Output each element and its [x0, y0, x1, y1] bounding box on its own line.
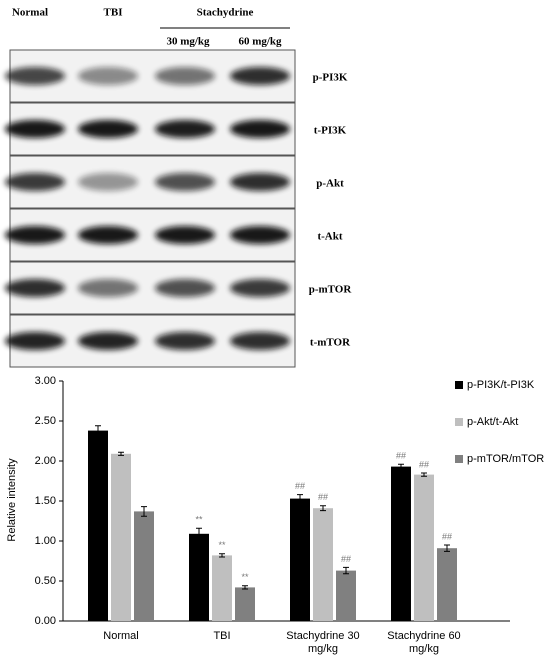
- significance-label: **: [218, 540, 226, 550]
- band: [155, 226, 215, 244]
- bar: [336, 570, 356, 621]
- error-bar: [141, 506, 147, 517]
- band: [5, 226, 65, 244]
- bar: [313, 508, 333, 621]
- row-label: p-PI3K: [313, 72, 348, 84]
- band: [78, 173, 138, 191]
- group-label: Stachydrine: [197, 7, 254, 19]
- significance-label: **: [195, 515, 203, 525]
- y-tick-label: 0.00: [35, 615, 56, 627]
- band: [5, 332, 65, 350]
- band: [5, 67, 65, 85]
- error-bar: [398, 463, 404, 470]
- row-label: t-Akt: [317, 231, 342, 243]
- y-tick-label: 3.00: [35, 375, 56, 387]
- band: [5, 279, 65, 297]
- band: [230, 173, 290, 191]
- band: [78, 332, 138, 350]
- band: [230, 120, 290, 138]
- legend-label: p-mTOR/mTOR: [467, 453, 544, 465]
- x-tick-label: Stachydrine 30 mg/kg: [286, 630, 360, 655]
- band: [230, 279, 290, 297]
- error-bar: [242, 585, 248, 590]
- error-bar: [421, 472, 427, 477]
- band: [155, 67, 215, 85]
- error-bar: [196, 527, 202, 540]
- legend-swatch: [455, 418, 463, 426]
- bar: [437, 548, 457, 621]
- bar: [235, 587, 255, 621]
- band: [78, 279, 138, 297]
- row-label: t-PI3K: [314, 125, 347, 137]
- band: [230, 67, 290, 85]
- significance-label: ##: [295, 481, 305, 491]
- band: [78, 226, 138, 244]
- y-tick-label: 2.50: [35, 415, 56, 427]
- y-axis-label: Relative intensity: [6, 458, 18, 542]
- significance-label: ##: [396, 451, 406, 461]
- lane-label: TBI: [104, 7, 123, 19]
- bar: [414, 474, 434, 621]
- band: [78, 120, 138, 138]
- bar: [134, 511, 154, 621]
- y-tick-label: 1.00: [35, 535, 56, 547]
- x-tick-label: TBI: [213, 630, 231, 642]
- bar: [212, 555, 232, 621]
- dose-label: 60 mg/kg: [238, 36, 282, 48]
- x-tick-label: Normal: [103, 630, 139, 642]
- error-bar: [297, 494, 303, 504]
- lane-label: Normal: [12, 7, 48, 19]
- band: [230, 332, 290, 350]
- error-bar: [219, 553, 225, 558]
- row-label: p-Akt: [316, 178, 344, 190]
- band: [230, 226, 290, 244]
- legend-swatch: [455, 381, 463, 389]
- error-bar: [444, 544, 450, 552]
- row-label: p-mTOR: [309, 284, 353, 296]
- bar: [391, 466, 411, 621]
- bar: [189, 533, 209, 621]
- blot: p-PI3K t-PI3K p-Akt t-Akt p-mTOR t-mTOR: [5, 49, 353, 368]
- band: [155, 332, 215, 350]
- y-tick-label: 2.00: [35, 455, 56, 467]
- significance-label: ##: [341, 554, 351, 564]
- y-tick-label: 0.50: [35, 575, 56, 587]
- significance-label: **: [241, 572, 249, 582]
- legend-label: p-Akt/t-Akt: [467, 416, 518, 428]
- band: [78, 67, 138, 85]
- dose-label: 30 mg/kg: [166, 36, 210, 48]
- legend-swatch: [455, 455, 463, 463]
- error-bar: [118, 451, 124, 456]
- chart: 0.00 0.50 1.00 1.50 2.00 2.50 3.00 Relative int…: [6, 375, 544, 627]
- bar: [290, 498, 310, 621]
- bar: [88, 430, 108, 621]
- band: [155, 279, 215, 297]
- significance-label: ##: [318, 492, 328, 502]
- band: [5, 120, 65, 138]
- band: [155, 120, 215, 138]
- error-bar: [320, 505, 326, 512]
- error-bar: [343, 566, 349, 575]
- y-tick-label: 1.50: [35, 495, 56, 507]
- band: [155, 173, 215, 191]
- significance-label: ##: [419, 459, 429, 469]
- significance-label: ##: [442, 531, 452, 541]
- bar: [111, 453, 131, 621]
- error-bar: [95, 425, 101, 436]
- x-tick-label: Stachydrine 60 mg/kg: [387, 630, 461, 655]
- band: [5, 173, 65, 191]
- legend-label: p-PI3K/t-PI3K: [467, 379, 535, 391]
- row-label: t-mTOR: [310, 337, 351, 349]
